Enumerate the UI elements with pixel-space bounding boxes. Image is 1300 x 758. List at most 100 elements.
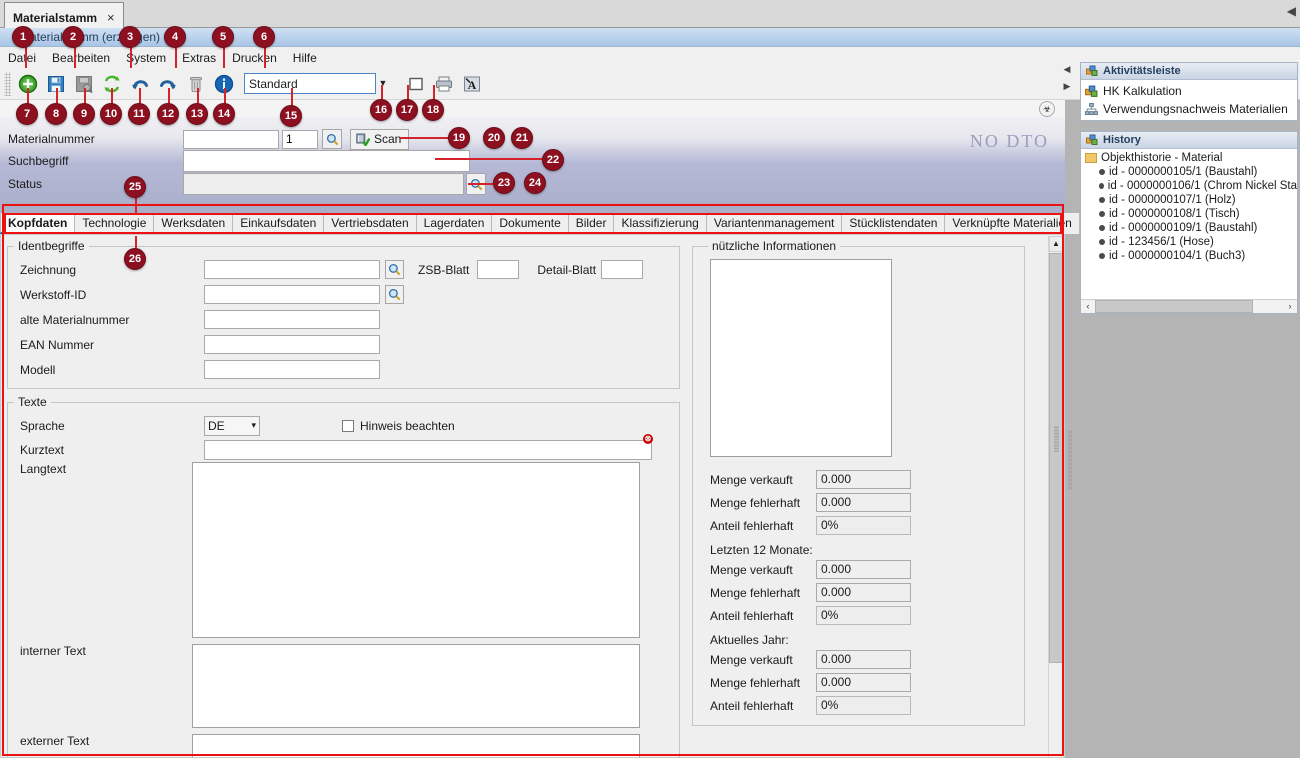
tree-item[interactable]: id - 0000000109/1 (Baustahl): [1081, 221, 1297, 235]
sprache-row: Sprache DE ▾ Hinweis beachten: [8, 413, 679, 438]
save-as-icon[interactable]: [71, 71, 97, 97]
sidebar-item-hk-kalkulation[interactable]: HK Kalkulation: [1081, 82, 1297, 100]
kurztext-input[interactable]: [204, 440, 652, 460]
tab-kopfdaten[interactable]: Kopfdaten: [0, 213, 76, 234]
stat-row: Menge verkauft 0.000: [702, 468, 1015, 491]
tab-dokumente[interactable]: Dokumente: [492, 213, 569, 234]
stat-value: 0.000: [816, 673, 911, 692]
modell-input[interactable]: [204, 360, 380, 379]
close-icon[interactable]: ×: [107, 10, 115, 25]
menu-system[interactable]: System: [126, 50, 167, 65]
refresh-icon[interactable]: [99, 71, 125, 97]
tree-root-label: Objekthistorie - Material: [1101, 152, 1223, 164]
collapse-toggle-button[interactable]: ☣: [1039, 101, 1055, 117]
hinweis-beachten-checkbox[interactable]: Hinweis beachten: [342, 419, 455, 433]
stat-value: 0.000: [816, 650, 911, 669]
content-vertical-scrollbar[interactable]: ▲: [1048, 236, 1064, 757]
tab-bilder[interactable]: Bilder: [568, 213, 615, 234]
window-tab-materialstamm[interactable]: Materialstamm ×: [4, 2, 124, 28]
nuetzliche-informationen-textarea[interactable]: [710, 259, 892, 457]
tab-technologie[interactable]: Technologie: [75, 213, 155, 234]
status-search-icon[interactable]: [466, 173, 486, 195]
tree-item-label: id - 0000000109/1 (Baustahl): [1109, 222, 1258, 234]
stat-label: Menge fehlerhaft: [710, 585, 801, 600]
status-input[interactable]: [183, 173, 464, 195]
stat-row: Anteil fehlerhaft 0%: [702, 694, 1015, 717]
history-header[interactable]: History: [1081, 132, 1297, 149]
add-icon[interactable]: [15, 71, 41, 97]
splitter-grip[interactable]: [1068, 430, 1072, 490]
aktivitaetsleiste-header[interactable]: Aktivitätsleiste: [1081, 63, 1297, 80]
tab-verknuepfte-materialien[interactable]: Verknüpfte Materialien: [945, 213, 1080, 234]
stat-value: 0%: [816, 696, 911, 715]
tab-vertriebsdaten[interactable]: Vertriebsdaten: [324, 213, 417, 234]
externer-text-textarea[interactable]: [192, 734, 640, 757]
tab-variantenmanagement[interactable]: Variantenmanagement: [706, 213, 843, 234]
scroll-up-icon[interactable]: ▲: [1049, 236, 1063, 252]
scan-button[interactable]: Scan: [350, 128, 410, 150]
tab-klassifizierung[interactable]: Klassifizierung: [614, 213, 707, 234]
right-sidebar: Aktivitätsleiste HK Kalkulation: [1080, 62, 1298, 754]
redo-icon[interactable]: [155, 71, 181, 97]
tree-item[interactable]: id - 0000000107/1 (Holz): [1081, 193, 1297, 207]
sprache-select[interactable]: DE ▾: [204, 415, 260, 436]
tab-werksdaten[interactable]: Werksdaten: [154, 213, 234, 234]
scrollbar-thumb[interactable]: [1049, 253, 1064, 663]
ean-input[interactable]: [204, 335, 380, 354]
tab-stuecklistendaten[interactable]: Stücklistendaten: [842, 213, 946, 234]
zeichnung-input[interactable]: [204, 260, 380, 279]
tree-root[interactable]: Objekthistorie - Material: [1081, 151, 1297, 165]
tree-item[interactable]: id - 123456/1 (Hose): [1081, 235, 1297, 249]
werkstoff-input[interactable]: [204, 285, 380, 304]
font-icon[interactable]: A: [459, 71, 485, 97]
checkbox-box[interactable]: [342, 419, 354, 432]
splitter-collapse-down-icon[interactable]: ▶: [1063, 81, 1071, 91]
menu-drucken[interactable]: Drucken: [232, 50, 277, 65]
stat-value: 0%: [816, 516, 911, 535]
tree-item[interactable]: id - 0000000104/1 (Buch3): [1081, 249, 1297, 263]
history-horizontal-scrollbar[interactable]: ‹ ›: [1081, 299, 1297, 313]
delete-icon[interactable]: [183, 71, 209, 97]
chevron-down-icon[interactable]: ▼: [378, 78, 388, 88]
stat-label: Anteil fehlerhaft: [710, 698, 794, 713]
detail-blatt-input[interactable]: [601, 260, 644, 279]
status-label: Status: [8, 177, 43, 191]
suchbegriff-input[interactable]: [183, 150, 470, 172]
collapse-right-icon[interactable]: ◀: [1286, 4, 1296, 18]
undo-icon[interactable]: [127, 71, 153, 97]
alte-materialnummer-input[interactable]: [204, 310, 380, 329]
tree-item[interactable]: id - 0000000108/1 (Tisch): [1081, 207, 1297, 221]
sidebar-item-verwendungsnachweis[interactable]: Verwendungsnachweis Materialien: [1081, 100, 1297, 118]
langtext-textarea[interactable]: [192, 462, 640, 638]
window-icon[interactable]: [403, 71, 429, 97]
layout-combo[interactable]: Standard ▼: [244, 73, 387, 94]
scrollbar-thumb[interactable]: [1095, 300, 1253, 313]
menu-bearbeiten[interactable]: Bearbeiten: [52, 50, 111, 65]
tab-lagerdaten[interactable]: Lagerdaten: [416, 213, 493, 234]
scroll-right-icon[interactable]: ›: [1288, 301, 1292, 311]
menu-datei[interactable]: Datei: [8, 50, 37, 65]
tab-einkaufsdaten[interactable]: Einkaufsdaten: [233, 213, 325, 234]
werkstoff-search-icon[interactable]: [385, 285, 404, 304]
splitter-collapse-up-icon[interactable]: ◀: [1063, 64, 1071, 74]
chevron-down-icon[interactable]: ▾: [251, 420, 256, 430]
materialnummer-search-icon[interactable]: [322, 129, 342, 149]
tree-item[interactable]: id - 0000000106/1 (Chrom Nickel Sta: [1081, 179, 1297, 193]
zeichnung-search-icon[interactable]: [385, 260, 404, 279]
save-icon[interactable]: [43, 71, 69, 97]
kurztext-label: Kurztext: [20, 443, 65, 457]
info-icon[interactable]: [211, 71, 237, 97]
stat-value: 0.000: [816, 560, 911, 579]
identbegriffe-group: Identbegriffe Zeichnung ZSB-Blatt Detail…: [7, 239, 680, 389]
materialnummer-counter-input[interactable]: [282, 129, 318, 149]
zsb-blatt-input[interactable]: [477, 260, 520, 279]
menu-extras[interactable]: Extras: [182, 50, 217, 65]
panel-splitter[interactable]: ◀ ▶: [1060, 64, 1074, 104]
menu-hilfe[interactable]: Hilfe: [292, 50, 317, 65]
scroll-left-icon[interactable]: ‹: [1086, 301, 1090, 311]
interner-text-textarea[interactable]: [192, 644, 640, 728]
materialnummer-input[interactable]: [183, 129, 279, 149]
tree-item[interactable]: id - 0000000105/1 (Baustahl): [1081, 165, 1297, 179]
toolbar-grip[interactable]: [4, 71, 11, 96]
print-icon[interactable]: [431, 71, 457, 97]
